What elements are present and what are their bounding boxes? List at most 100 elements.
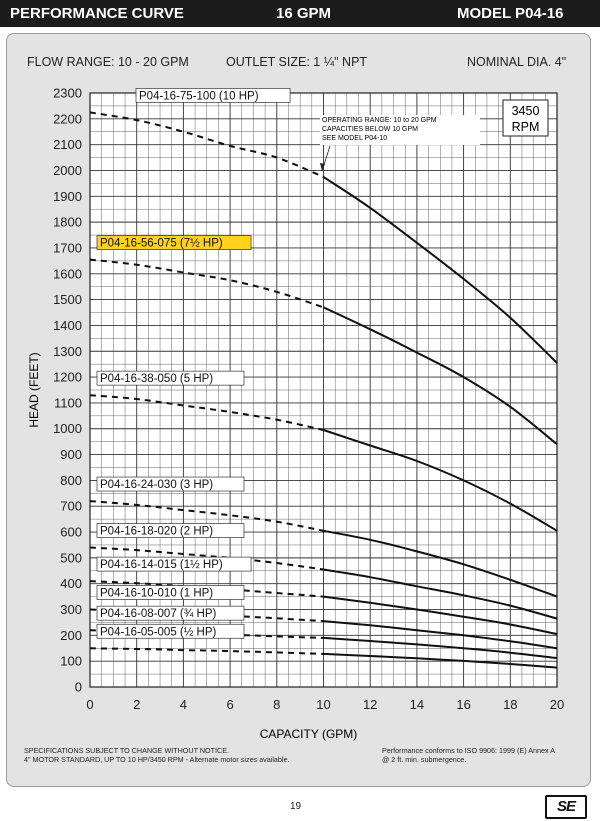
y-tick-label: 500	[60, 550, 82, 565]
y-tick-label: 300	[60, 602, 82, 617]
x-tick-label: 16	[456, 697, 470, 712]
header-title: PERFORMANCE CURVE	[10, 5, 184, 22]
y-tick-label: 0	[75, 680, 82, 695]
rpm-box: 3450 RPM	[502, 99, 549, 137]
curve-label-box	[96, 235, 252, 250]
operating-range-note: OPERATING RANGE: 10 to 20 GPM CAPACITIES…	[320, 115, 480, 172]
curve-label-box	[96, 585, 245, 600]
y-tick-label: 600	[60, 525, 82, 540]
x-tick-label: 2	[133, 697, 140, 712]
curve-labels: P04-16-75-100 (10 HP) P04-16-56-075 (7½ H…	[96, 88, 291, 639]
curve-dashed	[89, 500, 324, 532]
curve-dashed	[89, 647, 324, 655]
brand-logo: SE	[545, 795, 587, 819]
curve-label-text: P04-16-14-015 (1½ HP)	[100, 559, 223, 571]
x-tick-label: 8	[273, 697, 280, 712]
plot-border	[89, 92, 558, 688]
curve-solid	[322, 176, 558, 364]
curve-solid	[323, 595, 558, 636]
x-tick-label: 18	[503, 697, 517, 712]
curves	[89, 111, 558, 669]
x-tick-label: 0	[86, 697, 93, 712]
axis-ticks: 0 2 4 6 8 10 12 14 16 18 2001002003004005006007008…	[53, 86, 564, 713]
curve-label: P04-16-14-015 (1½ HP)	[96, 556, 252, 572]
curve-label-text: P04-16-75-100 (10 HP)	[139, 90, 259, 102]
curve-solid	[323, 620, 558, 650]
y-tick-label: 2100	[53, 137, 82, 152]
y-tick-label: 1100	[54, 395, 82, 410]
curve-dashed	[89, 580, 324, 598]
y-tick-label: 700	[60, 499, 82, 514]
curve-label: P04-16-75-100 (10 HP)	[135, 88, 291, 103]
curve-label-text: P04-16-10-010 (1 HP)	[100, 588, 213, 600]
outlet-size-label: OUTLET SIZE: 1 ¼" NPT	[226, 55, 368, 69]
curve-label-box	[96, 623, 245, 639]
y-tick-label: 400	[60, 576, 82, 591]
curve-label: P04-16-10-010 (1 HP)	[96, 585, 245, 600]
curve-label: P04-16-18-020 (2 HP)	[96, 523, 245, 538]
spec-notice: SPECIFICATIONS SUBJECT TO CHANGE WITHOUT…	[24, 746, 290, 764]
curve-label-box	[96, 370, 245, 386]
x-tick-label: 12	[363, 697, 377, 712]
curve-label-box	[96, 605, 245, 621]
header-model: MODEL P04-16	[457, 5, 564, 22]
curve-label-text: P04-16-38-050 (5 HP)	[100, 373, 213, 385]
curve-dashed	[89, 629, 324, 639]
curve-solid	[323, 652, 558, 669]
curve-solid	[323, 568, 558, 620]
flow-range-label: FLOW RANGE: 10 - 20 GPM	[27, 55, 189, 69]
y-tick-label: 1700	[53, 240, 82, 255]
page-header: PERFORMANCE CURVE 16 GPM MODEL P04-16	[0, 0, 600, 27]
y-tick-label: 2000	[53, 163, 82, 178]
x-tick-label: 14	[410, 697, 424, 712]
y-tick-label: 2300	[53, 86, 82, 101]
x-tick-label: 20	[550, 697, 564, 712]
curve-label: P04-16-24-030 (3 HP)	[96, 476, 245, 492]
x-tick-label: 10	[316, 697, 330, 712]
curve-dashed	[89, 394, 324, 431]
y-tick-label: 1900	[53, 189, 82, 204]
header-flow: 16 GPM	[276, 5, 332, 22]
curve-label: P04-16-05-005 (½ HP)	[96, 623, 245, 639]
curve-label-box	[96, 476, 245, 492]
curve-label: P04-16-56-075 (7½ HP)	[96, 235, 252, 250]
note-line-1: OPERATING RANGE: 10 to 20 GPM	[322, 117, 437, 124]
y-tick-label: 1300	[53, 344, 82, 359]
curve-label-text: P04-16-56-075 (7½ HP)	[100, 238, 223, 250]
curve-label-text: P04-16-05-005 (½ HP)	[100, 626, 217, 638]
y-tick-label: 800	[60, 473, 82, 488]
curve-solid	[323, 529, 558, 598]
iso-notice: Performance conforms to ISO 9906: 1999 (…	[382, 746, 555, 764]
curve-solid	[323, 306, 558, 445]
curve-label: P04-16-08-007 (¾ HP)	[96, 605, 245, 621]
y-tick-label: 1000	[53, 421, 82, 436]
y-tick-label: 200	[60, 628, 82, 643]
note-background	[320, 115, 480, 145]
curve-label: P04-16-38-050 (5 HP)	[96, 370, 245, 386]
x-tick-label: 6	[226, 697, 233, 712]
y-axis-title: HEAD (FEET)	[27, 352, 41, 427]
rpm-box-frame	[502, 99, 549, 137]
curve-label-box	[96, 556, 252, 572]
curve-solid	[323, 429, 558, 532]
nominal-diameter-label: NOMINAL DIA. 4"	[467, 55, 567, 69]
curve-dashed	[89, 546, 324, 571]
page-number: 19	[290, 801, 302, 812]
curve-label-text: P04-16-18-020 (2 HP)	[100, 526, 213, 538]
x-axis-title: CAPACITY (GPM)	[260, 727, 358, 741]
y-tick-label: 1400	[53, 318, 82, 333]
y-tick-label: 1200	[53, 370, 82, 385]
y-tick-label: 100	[60, 654, 82, 669]
y-tick-label: 1600	[53, 266, 82, 281]
y-tick-label: 2200	[53, 111, 82, 126]
curve-label-text: P04-16-08-007 (¾ HP)	[100, 608, 217, 620]
y-tick-label: 1500	[53, 292, 82, 307]
y-tick-label: 900	[60, 447, 82, 462]
curve-dashed	[89, 608, 324, 623]
x-tick-label: 4	[180, 697, 187, 712]
curve-solid	[323, 636, 558, 660]
note-arrowhead	[320, 163, 325, 171]
note-line-2: CAPACITIES BELOW 10 GPM	[322, 126, 418, 133]
rpm-unit: RPM	[512, 120, 540, 134]
